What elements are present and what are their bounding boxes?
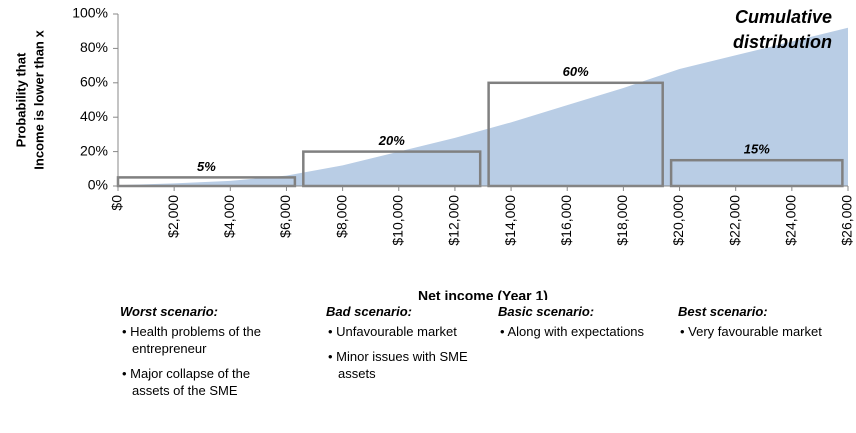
y-tick-label: 40%: [80, 108, 108, 124]
x-tick-label: $14,000: [502, 195, 518, 246]
y-tick-label: 20%: [80, 142, 108, 158]
y-axis-label: Probability that: [13, 52, 28, 147]
x-tick-label: $10,000: [389, 195, 405, 246]
x-tick-label: $22,000: [726, 195, 742, 246]
x-tick-label: $18,000: [614, 195, 630, 246]
scenario-bullet: • Health problems of the entrepreneur: [122, 324, 261, 356]
scenario-title: Basic scenario:: [498, 304, 595, 319]
annotation: distribution: [733, 32, 832, 52]
scenario-column: Basic scenario: • Along with expectations: [498, 304, 668, 348]
x-tick-label: $24,000: [783, 195, 799, 246]
x-tick-label: $0: [109, 195, 125, 211]
y-tick-label: 0%: [88, 177, 108, 193]
x-axis-label: Net income (Year 1): [418, 288, 548, 300]
chart: Net income (Year 1) Probability that Inc…: [13, 5, 855, 300]
bar-label: 15%: [744, 142, 770, 157]
scenario-title: Best scenario:: [678, 304, 768, 319]
scenario-bullet: • Unfavourable market: [328, 324, 457, 339]
x-tick-label: $6,000: [277, 195, 293, 238]
annotation: Cumulative: [735, 7, 832, 27]
scenario-column: Bad scenario: • Unfavourable market • Mino…: [326, 304, 496, 390]
x-tick-label: $8,000: [333, 195, 349, 238]
scenario-title: Bad scenario:: [326, 304, 412, 319]
bar-label: 60%: [563, 64, 589, 79]
x-tick-label: $20,000: [670, 195, 686, 246]
x-tick-label: $12,000: [446, 195, 462, 246]
bar-label: 20%: [378, 133, 405, 148]
y-tick-label: 60%: [80, 74, 108, 90]
scenario-bullet: • Very favourable market: [680, 324, 822, 339]
x-tick-label: $16,000: [558, 195, 574, 246]
y-tick-label: 100%: [72, 5, 108, 21]
scenario-column: Worst scenario: • Health problems of the …: [120, 304, 290, 407]
x-tick-label: $4,000: [221, 195, 237, 238]
cumulative-area: [118, 27, 848, 187]
x-tick-label: $2,000: [165, 195, 181, 238]
scenario-bullet: • Minor issues with SME assets: [328, 349, 468, 381]
scenario-bullet: • Along with expectations: [500, 324, 645, 339]
x-tick-label: $26,000: [839, 195, 855, 246]
scenario-bullet: • Major collapse of the assets of the SM…: [122, 366, 251, 398]
y-axis-label: Income is lower than x: [31, 30, 46, 170]
bar-label: 5%: [197, 159, 216, 174]
scenario-title: Worst scenario:: [120, 304, 219, 319]
scenario-column: Best scenario: • Very favourable market: [678, 304, 848, 348]
y-tick-label: 80%: [80, 39, 108, 55]
